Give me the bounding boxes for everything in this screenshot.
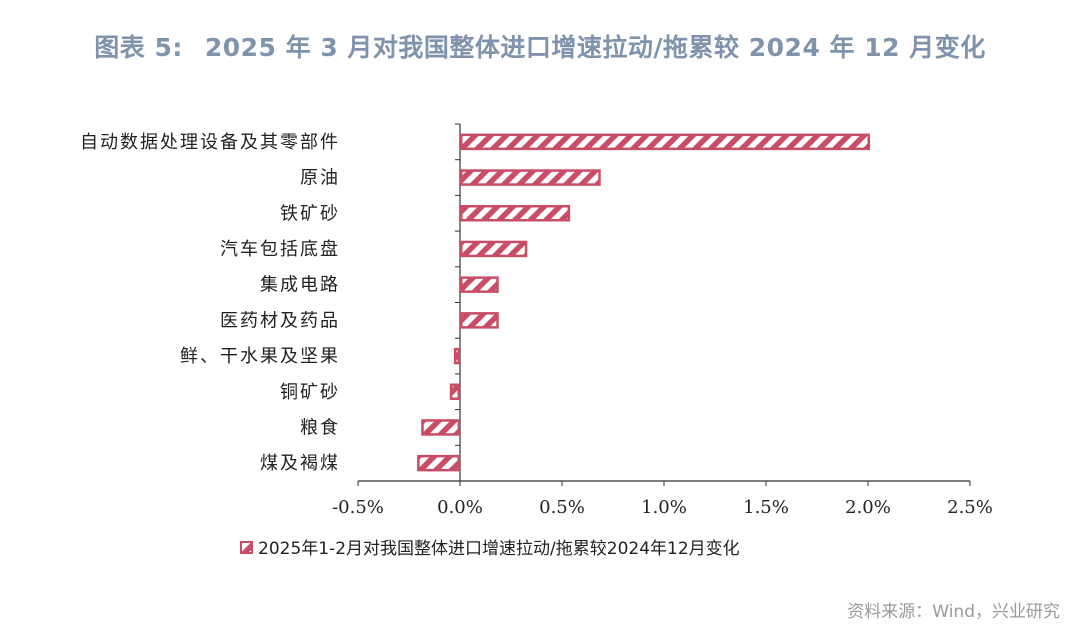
category-label: 原油 bbox=[300, 168, 340, 189]
bar bbox=[460, 240, 528, 258]
bar bbox=[421, 419, 460, 436]
x-tick-label: -0.5% bbox=[332, 497, 384, 518]
bar bbox=[460, 133, 871, 151]
bar bbox=[453, 347, 461, 365]
category-label: 医药材及药品 bbox=[220, 310, 340, 331]
legend-label: 2025年1-2月对我国整体进口增速拉动/拖累较2024年12月变化 bbox=[258, 539, 740, 559]
figure-label: 图表 5: bbox=[94, 33, 183, 62]
x-tick-label: 2.0% bbox=[845, 497, 891, 518]
category-labels: 自动数据处理设备及其零部件原油铁矿砂汽车包括底盘集成电路医药材及药品鲜、干水果及… bbox=[80, 132, 340, 474]
tick-labels: -0.5% 0.0% 0.5% 1.0% 1.5% 2.0% 2.5% bbox=[332, 497, 993, 518]
x-tick-label: 1.0% bbox=[641, 497, 687, 518]
category-label: 自动数据处理设备及其零部件 bbox=[80, 132, 340, 153]
figure-title: 2025 年 3 月对我国整体进口增速拉动/拖累较 2024 年 12 月变化 bbox=[204, 33, 986, 62]
bar bbox=[460, 312, 499, 329]
category-label: 粮食 bbox=[300, 417, 340, 438]
bar bbox=[460, 276, 499, 293]
category-label: 鲜、干水果及坚果 bbox=[180, 346, 340, 367]
bar bbox=[460, 205, 571, 222]
x-tick-label: 2.5% bbox=[947, 497, 993, 518]
x-tick-label: 0.0% bbox=[437, 497, 483, 518]
x-tick-label: 1.5% bbox=[743, 497, 789, 518]
category-label: 铁矿砂 bbox=[280, 203, 340, 224]
bar bbox=[449, 383, 460, 400]
category-label: 煤及褐煤 bbox=[260, 453, 340, 474]
axes bbox=[357, 123, 971, 486]
x-tick-label: 0.5% bbox=[539, 497, 585, 518]
legend-swatch bbox=[240, 541, 253, 554]
bar bbox=[460, 169, 601, 186]
source-note: 资料来源：Wind，兴业研究 bbox=[847, 602, 1060, 622]
category-label: 铜矿砂 bbox=[280, 382, 340, 403]
category-label: 集成电路 bbox=[260, 275, 340, 296]
category-label: 汽车包括底盘 bbox=[220, 239, 340, 260]
bar bbox=[417, 454, 461, 472]
legend: 2025年1-2月对我国整体进口增速拉动/拖累较2024年12月变化 bbox=[240, 539, 740, 559]
chart-title: 图表 5: 2025 年 3 月对我国整体进口增速拉动/拖累较 2024 年 12… bbox=[0, 28, 1080, 64]
bars bbox=[417, 133, 871, 472]
